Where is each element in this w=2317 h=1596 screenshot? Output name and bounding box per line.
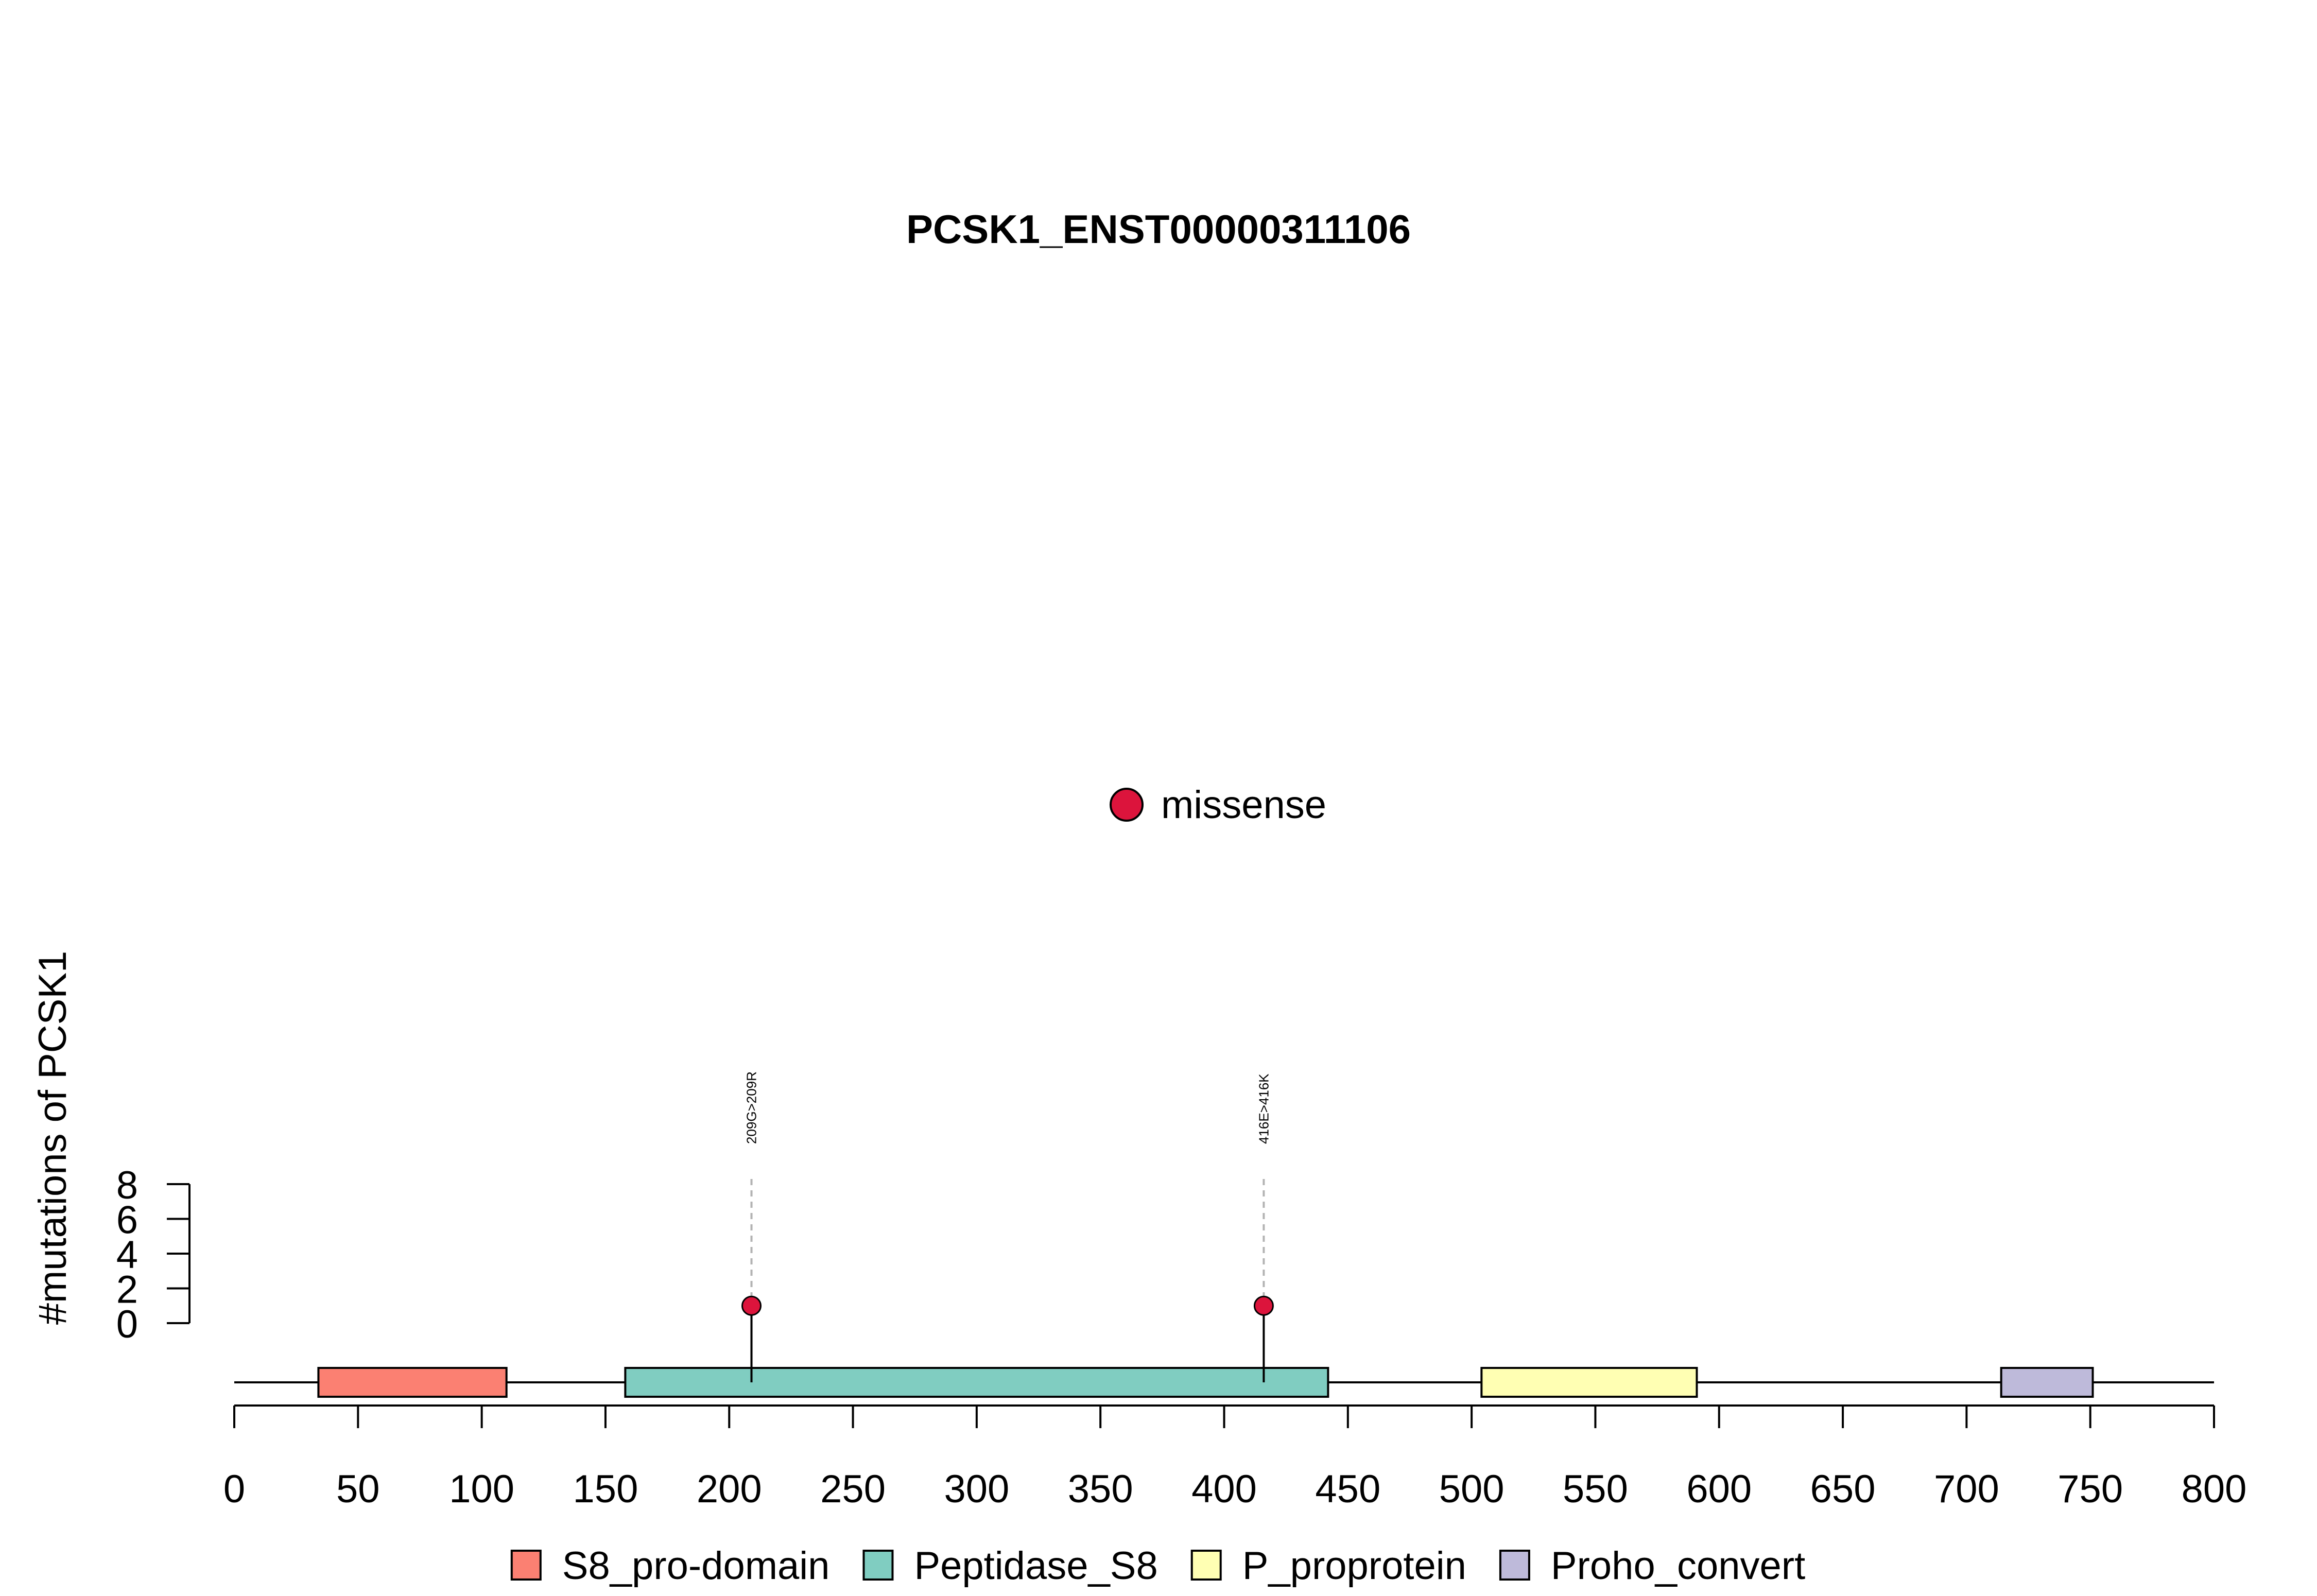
x-tick-label-500: 500 (1439, 1467, 1505, 1511)
mutation-label-209: 209G>209R (744, 1071, 759, 1144)
legend-swatch-P_proprotein (1190, 1550, 1222, 1581)
legend-marker-missense (1110, 788, 1144, 822)
chart-title: PCSK1_ENST00000311106 (906, 206, 1411, 252)
legend-label-Proho_convert: Proho_convert (1551, 1544, 1805, 1588)
legend-label-Peptidase_S8: Peptidase_S8 (914, 1544, 1157, 1588)
y-tick-label-6: 6 (116, 1199, 138, 1242)
x-tick-label-600: 600 (1686, 1467, 1752, 1511)
mutation-lollipops: 209G>209R 416E>416K (741, 1071, 1274, 1382)
x-tick-label-150: 150 (573, 1467, 638, 1511)
x-tick-label-550: 550 (1563, 1467, 1628, 1511)
domain-legend: S8_pro-domain Peptidase_S8 P_proprotein Pro… (510, 1544, 1805, 1588)
legend-swatch-Peptidase_S8 (862, 1550, 894, 1581)
x-tick-label-300: 300 (944, 1467, 1009, 1511)
x-tick-label-650: 650 (1810, 1467, 1876, 1511)
legend-swatch-Proho_convert (1499, 1550, 1530, 1581)
x-tick-label-450: 450 (1315, 1467, 1380, 1511)
x-tick-label-50: 50 (336, 1467, 380, 1511)
mutation-point-416 (1253, 1295, 1274, 1316)
y-axis-label: #mutations of PCSK1 (31, 951, 75, 1325)
y-tick-label-8: 8 (116, 1164, 138, 1207)
x-tick-label-200: 200 (697, 1467, 762, 1511)
domain-Proho_convert (2000, 1367, 2094, 1398)
x-tick-label-700: 700 (1934, 1467, 1999, 1511)
mutation-label-416: 416E>416K (1256, 1073, 1271, 1144)
x-tick-label-0: 0 (223, 1467, 245, 1511)
y-tick-label-0: 0 (116, 1303, 138, 1346)
legend-label-missense: missense (1161, 783, 1326, 827)
legend-label-S8_pro-domain: S8_pro-domain (562, 1544, 830, 1588)
legend-label-P_proprotein: P_proprotein (1242, 1544, 1466, 1588)
y-tick-label-4: 4 (116, 1233, 138, 1277)
protein-domains (317, 1367, 2094, 1398)
x-tick-label-350: 350 (1068, 1467, 1133, 1511)
x-tick-label-250: 250 (820, 1467, 886, 1511)
y-tick-label-2: 2 (116, 1268, 138, 1312)
legend-swatch-S8_pro-domain (510, 1550, 542, 1581)
mutation-point-209 (741, 1295, 762, 1316)
domain-S8_pro-domain (317, 1367, 508, 1398)
mutation-legend: missense (1110, 783, 1326, 827)
domain-P_proprotein (1480, 1367, 1698, 1398)
x-tick-label-800: 800 (2182, 1467, 2247, 1511)
x-tick-label-750: 750 (2057, 1467, 2123, 1511)
domain-Peptidase_S8 (624, 1367, 1329, 1398)
x-axis: 0 50 100 150 200 250 300 350 400 450 500 550 600 650 7… (223, 1404, 2247, 1511)
x-tick-label-100: 100 (449, 1467, 514, 1511)
x-tick-label-400: 400 (1191, 1467, 1257, 1511)
